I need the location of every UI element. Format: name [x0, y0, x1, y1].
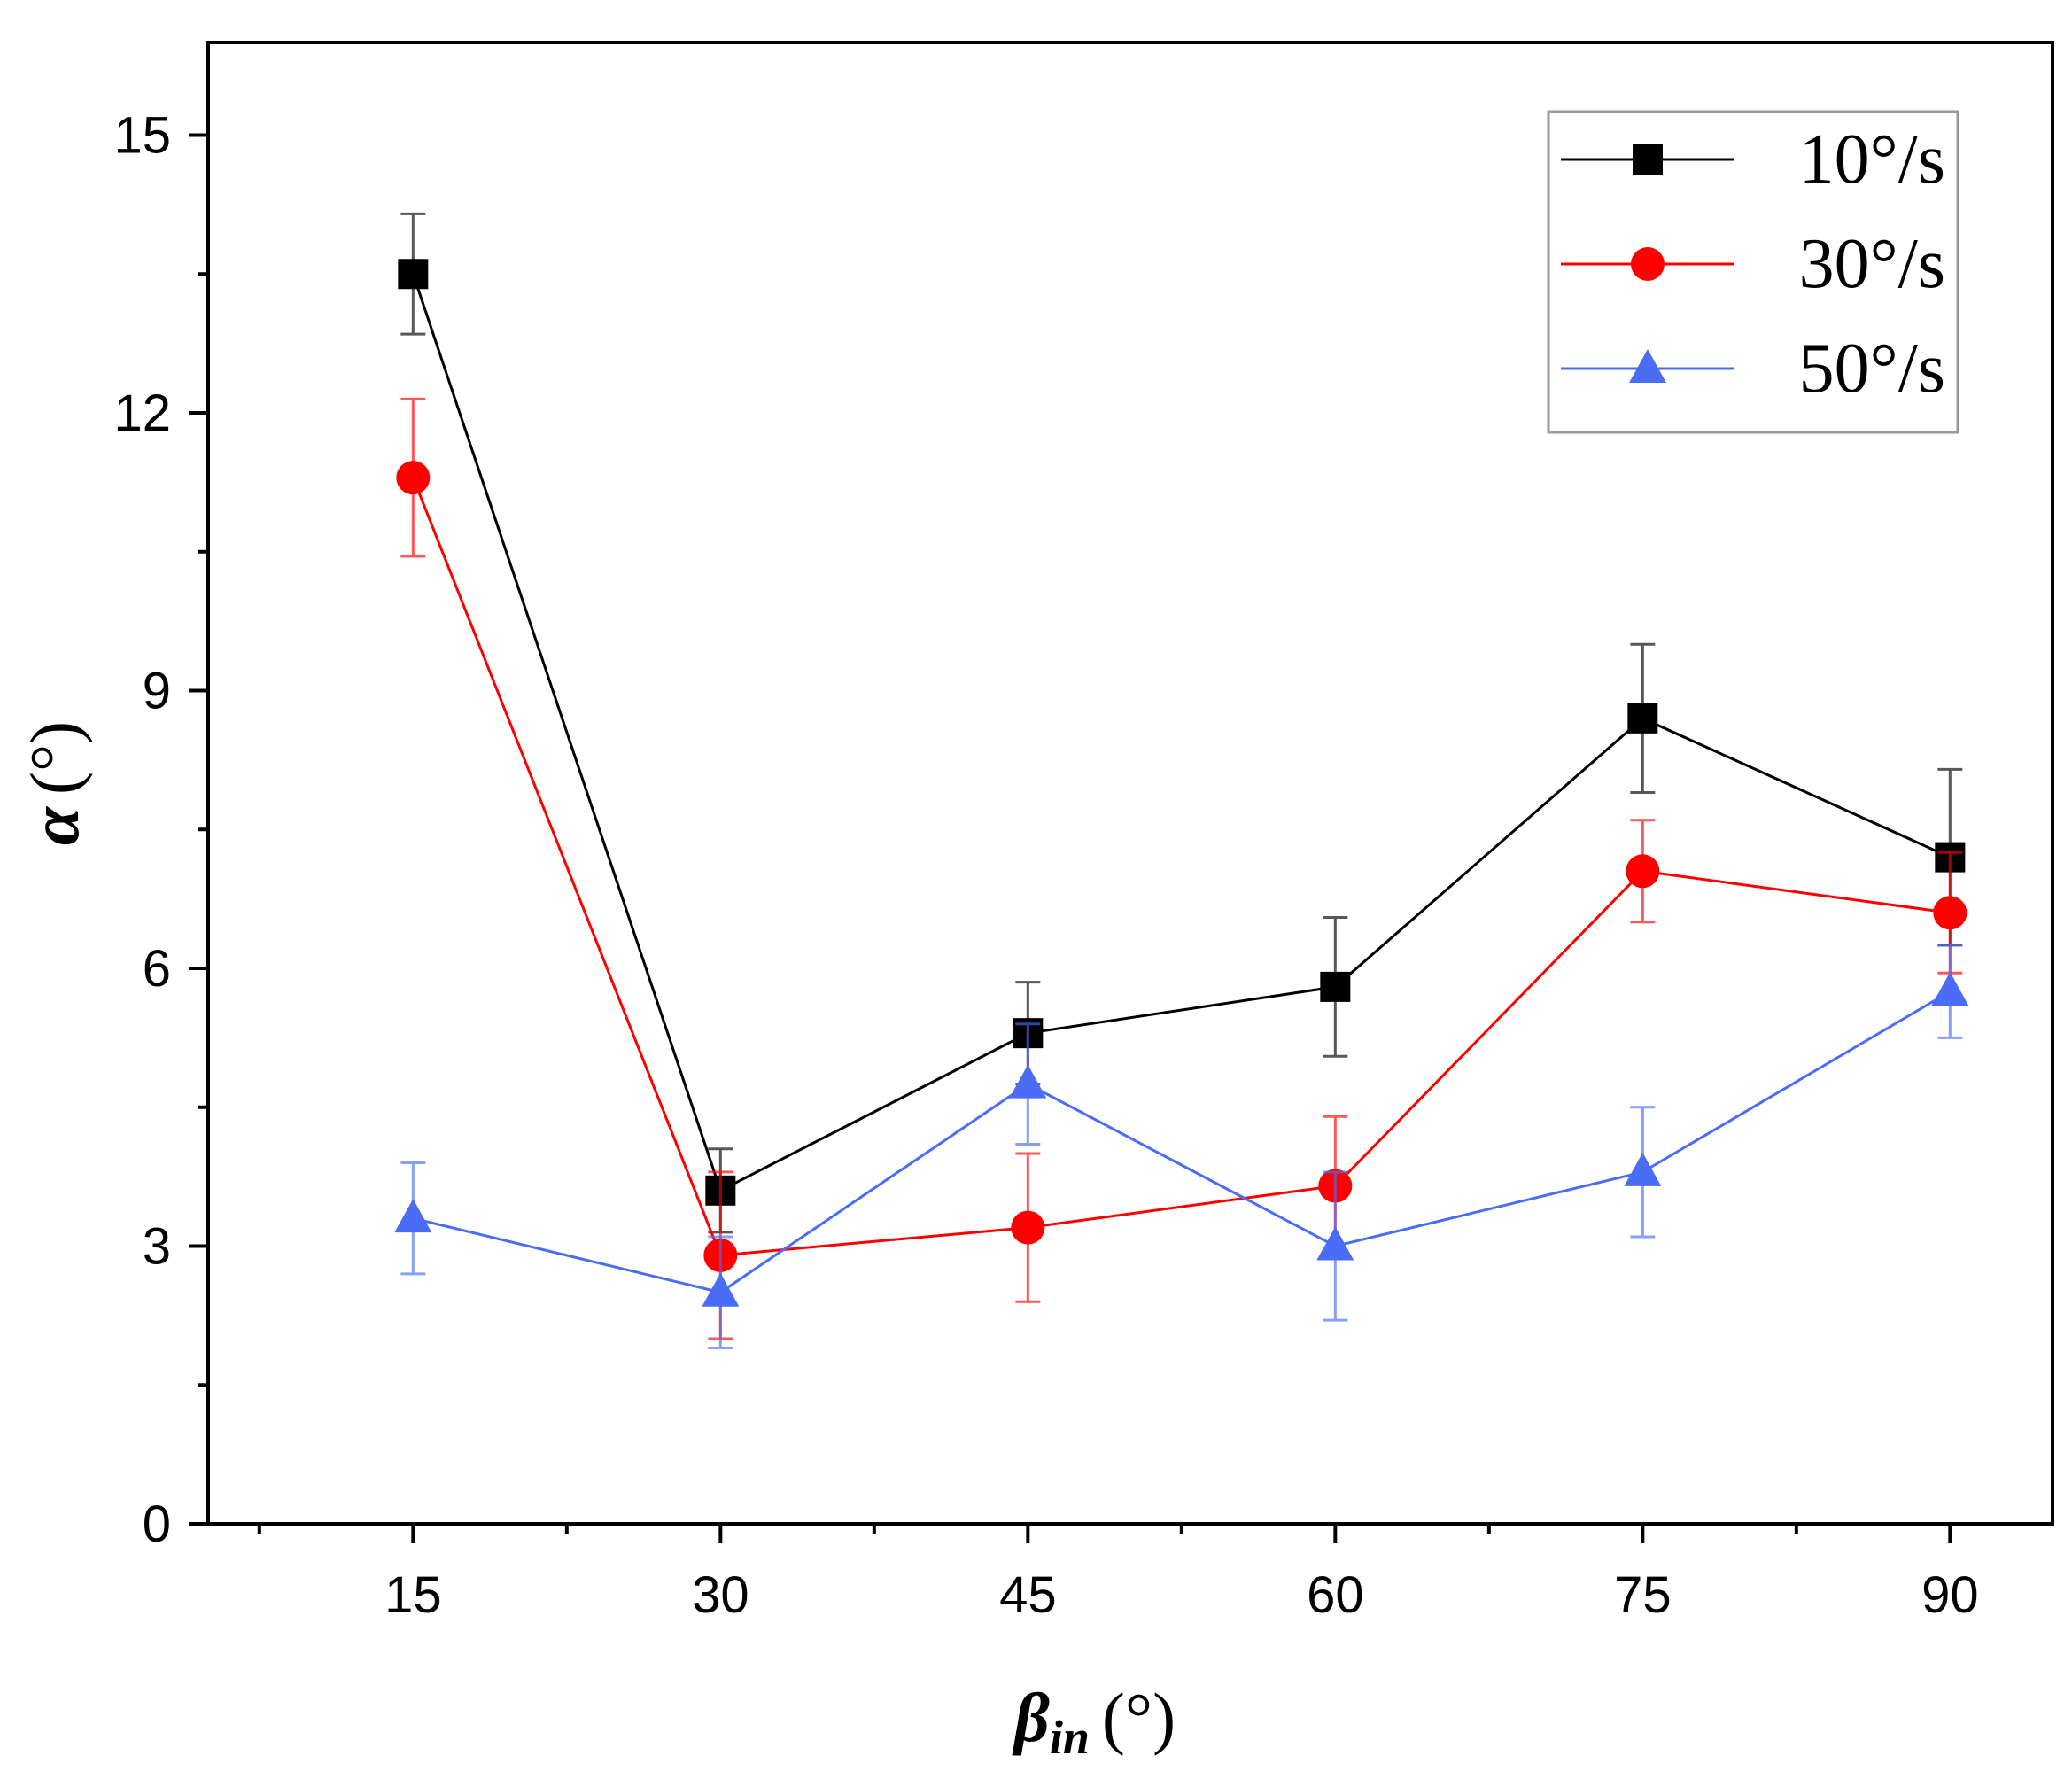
legend-label: 10°/s	[1799, 120, 1945, 198]
series-line	[411, 477, 1951, 1257]
y-tick-label: 15	[113, 107, 171, 165]
legend-item: 30°/s	[1561, 225, 1945, 303]
y-axis: 0 3 6 9 12 15	[113, 107, 208, 1553]
series-line	[411, 273, 1951, 1192]
plot-area-frame	[206, 41, 2054, 1526]
error-bars	[400, 397, 1963, 1340]
legend-item: 50°/s	[1561, 330, 1945, 408]
legend: 10°/s 30°/s 50°/s	[1547, 110, 1959, 434]
data-point	[1011, 1210, 1045, 1245]
x-tick-label: 90	[1921, 1566, 1979, 1624]
y-axis-title-symbol: α	[16, 805, 93, 845]
x-tick-label: 15	[384, 1566, 442, 1624]
x-axis-title-symbol: β	[1012, 1679, 1050, 1756]
legend-box	[1547, 110, 1959, 434]
series-1	[396, 397, 1967, 1340]
data-point	[1316, 1226, 1354, 1261]
data-point	[394, 1199, 432, 1233]
x-tick-label: 45	[999, 1566, 1057, 1624]
data-point	[1627, 703, 1658, 734]
data-point	[1320, 971, 1351, 1002]
y-tick-label: 6	[143, 940, 171, 998]
series-line	[412, 990, 1952, 1294]
y-axis-title: α (°)	[16, 721, 93, 845]
x-tick-label: 30	[692, 1566, 749, 1624]
y-axis-title-unit: (°)	[16, 721, 93, 795]
data-point	[1009, 1064, 1047, 1099]
legend-marker	[1629, 349, 1666, 383]
y-tick-label: 12	[113, 385, 171, 442]
legend-marker	[1631, 247, 1665, 281]
x-axis-title-subscript: in	[1050, 1711, 1090, 1764]
data-point	[396, 461, 431, 495]
x-tick-label: 60	[1307, 1566, 1364, 1624]
legend-label: 30°/s	[1799, 225, 1945, 303]
y-tick-label: 0	[143, 1495, 171, 1553]
data-point	[702, 1272, 740, 1307]
series-layer	[394, 212, 1969, 1349]
x-axis-title-unit: (°)	[1102, 1679, 1176, 1756]
data-point	[1931, 972, 1969, 1006]
data-point	[1933, 896, 1967, 930]
x-tick-label: 75	[1614, 1566, 1672, 1624]
x-axis-title: βin (°)	[1012, 1679, 1176, 1764]
x-axis: 15 30 45 60 75 90	[257, 1524, 1979, 1624]
legend-marker	[1633, 144, 1663, 175]
series-2	[394, 944, 1969, 1349]
y-tick-label: 3	[143, 1218, 171, 1276]
error-bars	[400, 944, 1963, 1349]
data-point	[1626, 854, 1660, 889]
legend-label: 50°/s	[1799, 330, 1945, 408]
y-tick-label: 9	[143, 663, 171, 720]
legend-item: 10°/s	[1561, 120, 1945, 198]
data-point	[1624, 1152, 1662, 1186]
data-point	[398, 259, 429, 290]
